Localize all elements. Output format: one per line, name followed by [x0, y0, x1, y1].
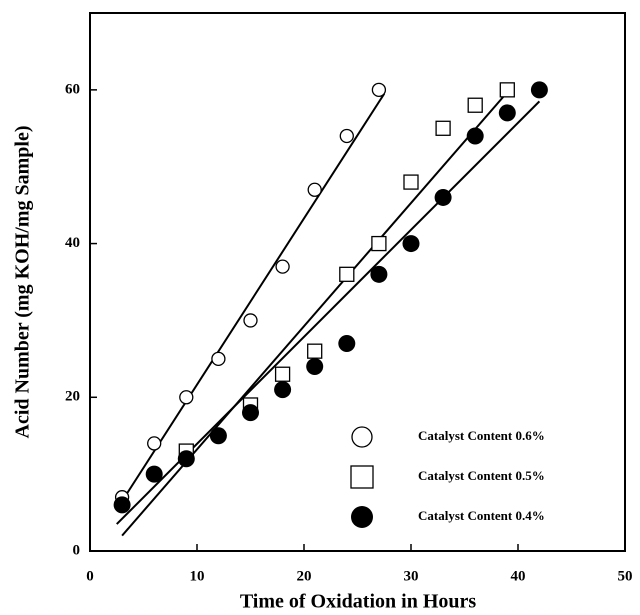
plot-frame — [89, 12, 626, 552]
marker — [499, 82, 515, 98]
y-tick-label: 0 — [73, 542, 81, 558]
x-tick-label: 40 — [511, 568, 526, 584]
marker — [338, 334, 356, 352]
legend-label: Catalyst Content 0.5% — [418, 468, 545, 483]
marker — [339, 128, 354, 144]
y-tick-label: 40 — [65, 235, 80, 251]
marker — [209, 427, 227, 445]
marker — [274, 366, 291, 382]
marker — [242, 404, 259, 422]
y-tick-label: 20 — [65, 389, 80, 405]
x-axis-title: Time of Oxidation in Hours — [240, 591, 477, 613]
legend-marker — [351, 426, 373, 448]
x-tick-label: 20 — [297, 568, 312, 584]
fit-line — [121, 93, 386, 502]
marker — [113, 496, 131, 514]
marker — [498, 104, 516, 122]
marker — [467, 97, 483, 113]
marker — [466, 127, 484, 145]
y-tick-label: 60 — [65, 81, 80, 97]
legend-marker — [350, 465, 374, 489]
legend-label: Catalyst Content 0.4% — [418, 508, 545, 523]
marker — [147, 436, 162, 451]
marker — [179, 390, 194, 405]
marker — [370, 265, 388, 283]
marker — [211, 351, 226, 367]
marker — [145, 465, 163, 483]
marker — [371, 235, 387, 252]
legend-marker — [351, 506, 373, 528]
marker — [435, 120, 451, 136]
x-tick-label: 50 — [618, 568, 633, 584]
marker — [306, 358, 324, 376]
marker — [275, 259, 290, 274]
x-tick-label: 30 — [404, 568, 419, 584]
marker — [243, 313, 258, 328]
x-tick-label: 0 — [86, 568, 94, 584]
marker — [403, 174, 419, 190]
marker — [339, 266, 355, 282]
marker — [307, 182, 322, 197]
y-axis-title: Acid Number (mg KOH/mg Sample) — [12, 126, 34, 439]
marker — [434, 188, 452, 206]
marker — [371, 82, 387, 98]
marker — [274, 381, 292, 399]
marker — [307, 343, 323, 359]
x-tick-label: 10 — [190, 568, 205, 584]
marker — [177, 450, 195, 468]
marker — [530, 81, 548, 99]
marker — [402, 235, 420, 253]
legend-label: Catalyst Content 0.6% — [418, 428, 545, 443]
